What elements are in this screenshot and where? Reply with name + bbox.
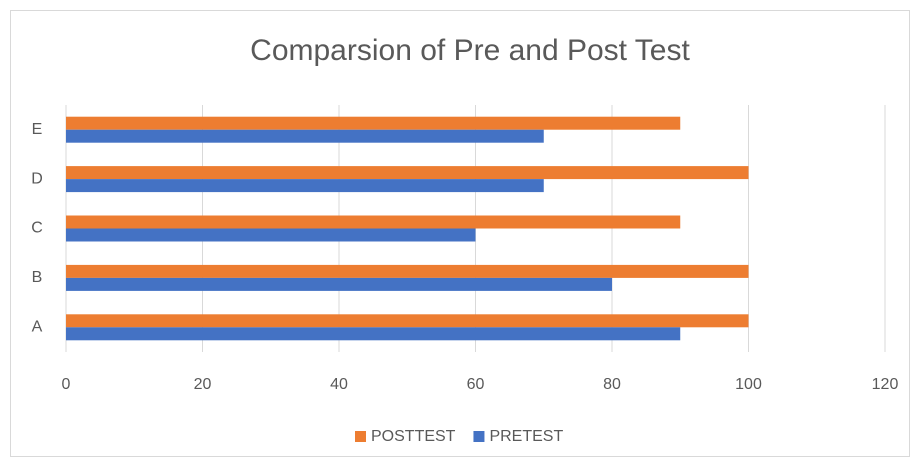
chart-title: Comparsion of Pre and Post Test <box>250 34 690 67</box>
y-tick-label: A <box>32 319 43 336</box>
x-tick-label: 20 <box>194 376 212 393</box>
x-tick-label: 120 <box>872 376 899 393</box>
bar <box>66 215 681 229</box>
bar <box>66 327 681 341</box>
bar <box>66 129 544 143</box>
legend-label: PRETEST <box>489 428 563 445</box>
y-tick-label: E <box>32 121 43 138</box>
legend-label: POSTTEST <box>371 428 456 445</box>
bar <box>66 228 476 242</box>
x-tick-label: 100 <box>735 376 762 393</box>
y-tick-label: C <box>31 220 43 237</box>
bar <box>66 264 749 278</box>
bar <box>66 314 749 328</box>
bar <box>66 277 612 291</box>
bar <box>66 166 749 180</box>
y-tick-label: B <box>32 269 43 286</box>
legend-swatch <box>473 431 485 442</box>
x-tick-label: 60 <box>467 376 485 393</box>
x-tick-label: 0 <box>62 376 71 393</box>
x-tick-label: 80 <box>603 376 621 393</box>
y-tick-label: D <box>31 170 43 187</box>
bar <box>66 179 544 193</box>
x-tick-label: 40 <box>330 376 348 393</box>
bar <box>66 116 681 130</box>
legend-swatch <box>355 431 366 442</box>
